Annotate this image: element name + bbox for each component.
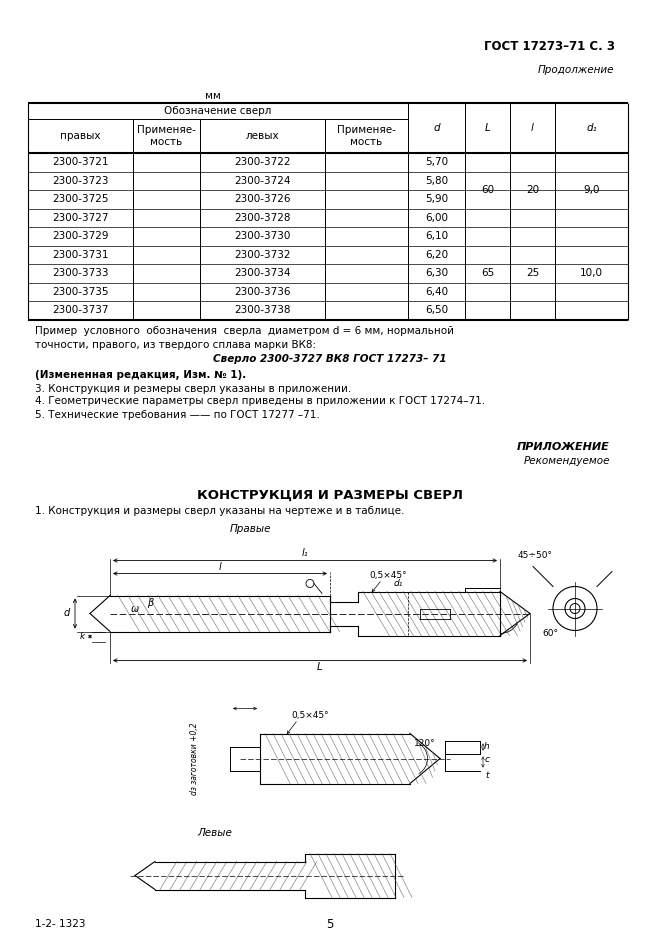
Text: L: L <box>317 663 323 672</box>
Text: 2300-3727: 2300-3727 <box>52 212 109 223</box>
Text: t: t <box>485 771 488 780</box>
Text: 65: 65 <box>481 269 494 278</box>
Text: 9,0: 9,0 <box>583 185 600 195</box>
Text: 2300-3721: 2300-3721 <box>52 157 109 168</box>
Text: Применяе-
мость: Применяе- мость <box>337 125 396 147</box>
Text: КОНСТРУКЦИЯ И РАЗМЕРЫ СВЕРЛ: КОНСТРУКЦИЯ И РАЗМЕРЫ СВЕРЛ <box>197 489 463 502</box>
Text: ω: ω <box>131 604 139 613</box>
Text: ПРИЛОЖЕНИЕ: ПРИЛОЖЕНИЕ <box>518 443 610 452</box>
Text: 2300-3724: 2300-3724 <box>234 176 291 185</box>
Text: d: d <box>433 123 440 133</box>
Text: 2300-3733: 2300-3733 <box>52 269 109 278</box>
Text: 2300-3729: 2300-3729 <box>52 231 109 241</box>
Text: 60°: 60° <box>542 629 558 638</box>
Text: L: L <box>485 123 490 133</box>
Text: Пример  условного  обозначения  сверла  диаметром d = 6 мм, нормальной: Пример условного обозначения сверла диам… <box>35 327 454 337</box>
Text: 2300-3726: 2300-3726 <box>234 195 291 204</box>
Text: 0,5×45°: 0,5×45° <box>292 711 329 720</box>
Text: l₁: l₁ <box>301 548 308 559</box>
Text: 2300-3735: 2300-3735 <box>52 286 109 297</box>
Text: Правые: Правые <box>229 523 271 534</box>
Text: 2300-3732: 2300-3732 <box>234 250 291 260</box>
Text: 2300-3731: 2300-3731 <box>52 250 109 260</box>
Text: 5: 5 <box>327 917 334 930</box>
Text: 6,00: 6,00 <box>425 212 448 223</box>
Text: 1. Конструкция и размеры сверл указаны на чертеже и в таблице.: 1. Конструкция и размеры сверл указаны н… <box>35 506 405 517</box>
Text: 2300-3737: 2300-3737 <box>52 305 109 315</box>
Text: Сверло 2300-3727 ВК8 ГОСТ 17273– 71: Сверло 2300-3727 ВК8 ГОСТ 17273– 71 <box>214 355 447 364</box>
Text: ГОСТ 17273–71 С. 3: ГОСТ 17273–71 С. 3 <box>484 40 615 53</box>
Text: 25: 25 <box>526 269 539 278</box>
Text: Продолжение: Продолжение <box>537 65 614 75</box>
Text: 45÷50°: 45÷50° <box>518 551 553 560</box>
Text: 2300-3730: 2300-3730 <box>234 231 291 241</box>
Text: Рекомендуемое: Рекомендуемое <box>524 456 610 465</box>
Text: 2300-3722: 2300-3722 <box>234 157 291 168</box>
Text: 5. Технические требования —— по ГОСТ 17277 –71.: 5. Технические требования —— по ГОСТ 172… <box>35 409 320 419</box>
Text: dз заготовки +0,2: dз заготовки +0,2 <box>190 723 200 795</box>
Text: 2300-3728: 2300-3728 <box>234 212 291 223</box>
Text: 6,40: 6,40 <box>425 286 448 297</box>
Text: 20: 20 <box>526 185 539 195</box>
Text: l: l <box>531 123 534 133</box>
Text: левых: левых <box>246 131 280 141</box>
Text: 2300-3723: 2300-3723 <box>52 176 109 185</box>
Text: правых: правых <box>60 131 100 141</box>
Text: Обозначение сверл: Обозначение сверл <box>165 106 272 116</box>
Text: 10,0: 10,0 <box>580 269 603 278</box>
Text: 2300-3738: 2300-3738 <box>234 305 291 315</box>
Text: k: k <box>79 632 85 641</box>
Text: 2300-3734: 2300-3734 <box>234 269 291 278</box>
Text: 3. Конструкция и резмеры сверл указаны в приложении.: 3. Конструкция и резмеры сверл указаны в… <box>35 384 351 393</box>
Text: 120°: 120° <box>414 739 436 748</box>
Text: (Измененная редакция, Изм. № 1).: (Измененная редакция, Изм. № 1). <box>35 370 247 379</box>
Text: d₁: d₁ <box>586 123 597 133</box>
Text: h: h <box>484 742 490 751</box>
Text: 2300-3736: 2300-3736 <box>234 286 291 297</box>
Text: 60: 60 <box>481 185 494 195</box>
Text: 6,50: 6,50 <box>425 305 448 315</box>
Text: мм: мм <box>205 91 221 101</box>
Text: 0,5×45°: 0,5×45° <box>369 571 407 580</box>
Text: 4. Геометрические параметры сверл приведены в приложении к ГОСТ 17274–71.: 4. Геометрические параметры сверл привед… <box>35 397 485 406</box>
Text: d: d <box>64 608 70 619</box>
Text: β: β <box>147 598 153 608</box>
Text: 5,70: 5,70 <box>425 157 448 168</box>
Circle shape <box>570 604 580 613</box>
Text: 5,80: 5,80 <box>425 176 448 185</box>
Text: 5,90: 5,90 <box>425 195 448 204</box>
Text: 6,20: 6,20 <box>425 250 448 260</box>
Text: Левые: Левые <box>198 828 233 839</box>
Text: точности, правого, из твердого сплава марки ВК8:: точности, правого, из твердого сплава ма… <box>35 340 316 349</box>
Text: Применяе-
мость: Применяе- мость <box>137 125 196 147</box>
Text: 2300-3725: 2300-3725 <box>52 195 109 204</box>
Text: d₁: d₁ <box>393 579 403 588</box>
Text: c: c <box>485 755 490 764</box>
Text: 1-2- 1323: 1-2- 1323 <box>35 919 85 929</box>
Text: 6,10: 6,10 <box>425 231 448 241</box>
Text: 6,30: 6,30 <box>425 269 448 278</box>
Text: l: l <box>219 562 221 572</box>
